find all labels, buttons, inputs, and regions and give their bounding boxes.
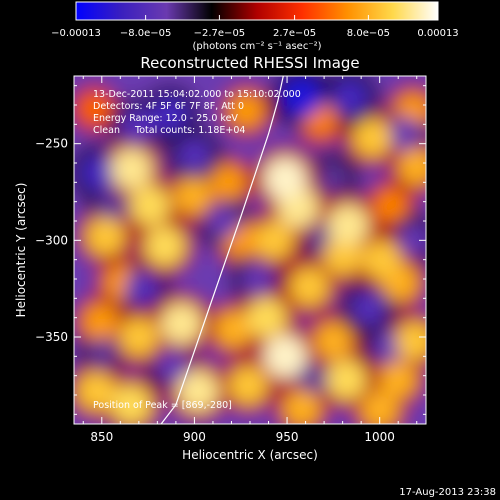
y-axis-label: Heliocentric Y (arcsec) [14, 183, 28, 318]
heatmap-blob [77, 92, 111, 126]
heatmap-blob [254, 220, 294, 260]
heatmap-image [74, 76, 426, 424]
x-tick-label: 950 [276, 430, 299, 444]
heatmap-blob [330, 77, 370, 117]
heatmap-blob [93, 190, 129, 225]
colorbar-ticks: −0.00013 −8.0e−05 −2.7e−05 2.7e−05 8.0e−05 0.… [51, 15, 459, 39]
heatmap-blob [373, 188, 409, 223]
heatmap-blob [81, 303, 118, 340]
heatmap-blob [144, 226, 185, 267]
heatmap-blob [76, 371, 116, 411]
annotation-detectors: Detectors: 4F 5F 6F 7F 8F, Att 0 [93, 101, 244, 112]
heatmap-blob [283, 389, 321, 424]
plot-area: 13-Dec-2011 15:04:02.000 to 15:10:02.000… [35, 75, 427, 444]
heatmap-blob [263, 156, 307, 200]
heatmap-blob [398, 148, 426, 186]
heatmap-blob [150, 95, 190, 135]
heatmap-blob [289, 267, 329, 307]
heatmap-blob [396, 222, 426, 259]
heatmap-blob [177, 370, 219, 412]
heatmap-blob [119, 317, 159, 357]
colorbar-units-label: (photons cm⁻² s⁻¹ asec⁻²) [192, 41, 321, 52]
heatmap-blob [379, 360, 417, 399]
heatmap-blob [385, 116, 422, 152]
heatmap-blob [362, 240, 401, 280]
x-tick-label: 850 [90, 430, 113, 444]
heatmap-blob [323, 236, 363, 276]
annotation-block: 13-Dec-2011 15:04:02.000 to 15:10:02.000… [93, 89, 301, 136]
heatmap-blob [281, 76, 323, 119]
colorbar-tick-label: −8.0e−05 [120, 28, 172, 39]
heatmap-blob [327, 204, 369, 246]
y-tick-label: −350 [35, 330, 68, 344]
x-axis: 850 900 950 1000 [82, 76, 418, 444]
heatmap-blob [263, 334, 307, 378]
date-stamp: 17-Aug-2013 23:38 [399, 487, 496, 498]
heatmap-blob [175, 136, 214, 174]
annotation-total-counts: Clean Total counts: 1.18E+04 [93, 125, 245, 136]
colorbar-tick-label: 2.7e−05 [273, 28, 316, 39]
x-tick-label: 900 [183, 430, 206, 444]
heatmap-blob [349, 289, 388, 327]
y-tick-label: −300 [35, 233, 68, 247]
heatmap-blob [228, 365, 268, 405]
colorbar-tick-label: 0.00013 [417, 28, 458, 39]
heatmap-blob [110, 147, 153, 190]
colorbar-scale [75, 1, 439, 21]
heatmap-blob [129, 185, 171, 226]
heatmap-blob [173, 177, 212, 215]
x-tick-label: 1000 [364, 430, 395, 444]
colorbar-tick-label: −0.00013 [51, 28, 101, 39]
x-axis-label: Heliocentric X (arcsec) [182, 448, 318, 462]
heatmap-blob [209, 164, 246, 201]
colorbar-tick-label: −2.7e−05 [194, 28, 246, 39]
heatmap-blob [314, 322, 353, 360]
heatmap-blob [246, 297, 287, 338]
heatmap-blob [84, 335, 120, 370]
heatmap-blob [316, 161, 351, 196]
heatmap-blob [395, 321, 426, 361]
heatmap-blob [295, 362, 331, 397]
annotation-time-range: 13-Dec-2011 15:04:02.000 to 15:10:02.000 [93, 89, 301, 100]
heatmap-blob [118, 107, 156, 145]
colorbar-tick-label: 8.0e−05 [347, 28, 390, 39]
solar-limb-curve [160, 76, 284, 424]
heatmap-blob [86, 217, 125, 256]
heatmap-blob [123, 269, 162, 308]
y-tick-label: −250 [35, 137, 68, 151]
heatmap-blob [160, 302, 203, 345]
heatmap-blob [154, 348, 191, 384]
heatmap-blob [326, 359, 367, 400]
chart-title: Reconstructed RHESSI Image [140, 54, 359, 72]
y-axis: −250 −300 −350 [35, 85, 426, 415]
heatmap-blob [111, 384, 152, 424]
heatmap-blob [214, 310, 252, 348]
annotation-energy-range: Energy Range: 12.0 - 25.0 keV [93, 113, 238, 124]
heatmap-blob [228, 92, 265, 129]
heatmap-blob [204, 203, 241, 239]
heatmap-blob [78, 153, 118, 193]
heatmap-blob [361, 391, 399, 424]
peak-position-label: Position of Peak = [869,-280] [93, 400, 232, 411]
heatmap-blob [239, 261, 276, 297]
colorbar: −0.00013 −8.0e−05 −2.7e−05 2.7e−05 8.0e−05 0.… [51, 1, 459, 52]
heatmap-blob [352, 118, 392, 158]
